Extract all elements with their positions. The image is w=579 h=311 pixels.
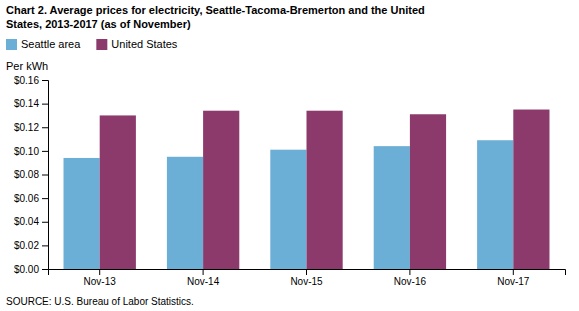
- bar: [374, 146, 410, 269]
- tick-label: $0.00: [14, 264, 39, 275]
- y-tick: $0.00: [14, 264, 48, 275]
- x-tick: Nov-13: [84, 269, 117, 287]
- tick-mark: [42, 198, 48, 199]
- tick-label: $0.04: [14, 216, 39, 227]
- bar: [513, 110, 549, 269]
- tick-mark: [42, 245, 48, 246]
- chart: Chart 2. Average prices for electricity,…: [0, 0, 579, 311]
- bar: [100, 115, 136, 269]
- y-tick: $0.16: [14, 75, 48, 86]
- y-tick: $0.04: [14, 216, 48, 227]
- bar: [410, 114, 446, 269]
- bar: [167, 157, 203, 269]
- tick-label: Nov-14: [187, 276, 220, 287]
- x-tick: Nov-17: [497, 269, 530, 287]
- tick-mark: [42, 127, 48, 128]
- bar: [203, 111, 239, 269]
- bar: [270, 150, 306, 269]
- y-tick: $0.08: [14, 169, 48, 180]
- bar: [477, 140, 513, 269]
- title: States, 2013-2017 (as of November): [6, 18, 191, 30]
- legend-label: Seattle area: [21, 38, 81, 50]
- tick-mark: [42, 104, 48, 105]
- tick-mark: [42, 269, 48, 270]
- tick-label: $0.16: [14, 75, 39, 86]
- bar: [64, 158, 100, 269]
- y-tick: $0.06: [14, 193, 48, 204]
- plot: $0.00 $0.02 $0.04 $0.06 $0.08 $0.10 $0.12 $0.14…: [14, 75, 566, 287]
- bars: [64, 110, 550, 269]
- tick-mark: [42, 222, 48, 223]
- tick-label: $0.02: [14, 240, 39, 251]
- x-tick: Nov-16: [394, 269, 427, 287]
- title: Chart 2. Average prices for electricity,…: [6, 4, 425, 16]
- y-axis: $0.00 $0.02 $0.04 $0.06 $0.08 $0.10 $0.12 $0.14…: [14, 75, 49, 275]
- x-tick: Nov-14: [187, 269, 220, 287]
- tick-label: Nov-17: [497, 276, 530, 287]
- tick-mark: [99, 269, 100, 275]
- tick-label: Nov-16: [394, 276, 427, 287]
- axis-line: [49, 270, 566, 276]
- tick-label: $0.06: [14, 193, 39, 204]
- tick-label: $0.12: [14, 122, 39, 133]
- x-axis: Nov-13 Nov-14 Nov-15 Nov-16 Nov-17: [49, 269, 566, 287]
- tick-label: Nov-13: [84, 276, 117, 287]
- tick-mark: [513, 269, 514, 275]
- tick-mark: [409, 269, 410, 275]
- legend-swatch: [6, 39, 17, 50]
- series: [100, 110, 550, 269]
- tick-label: $0.10: [14, 146, 39, 157]
- tick-mark: [42, 151, 48, 152]
- legend-item: Seattle area: [6, 38, 81, 50]
- tick-label: $0.14: [14, 98, 39, 109]
- legend-label: United States: [111, 38, 178, 50]
- tick-mark: [42, 175, 48, 176]
- y-tick: $0.12: [14, 122, 48, 133]
- legend-swatch: [96, 39, 107, 50]
- axis-line: [42, 81, 49, 270]
- y-tick: $0.10: [14, 146, 48, 157]
- tick-mark: [306, 269, 307, 275]
- tick-label: Nov-15: [290, 276, 323, 287]
- y-tick: $0.02: [14, 240, 48, 251]
- legend-item: United States: [96, 38, 178, 50]
- bar: [307, 111, 343, 269]
- x-tick: Nov-15: [290, 269, 323, 287]
- tick-mark: [42, 80, 48, 81]
- y-tick: $0.14: [14, 98, 48, 109]
- y-axis-title: Per kWh: [6, 60, 48, 72]
- tick-mark: [203, 269, 204, 275]
- source: SOURCE: U.S. Bureau of Labor Statistics.: [6, 296, 194, 307]
- legend: Seattle area United States: [6, 38, 178, 50]
- tick-label: $0.08: [14, 169, 39, 180]
